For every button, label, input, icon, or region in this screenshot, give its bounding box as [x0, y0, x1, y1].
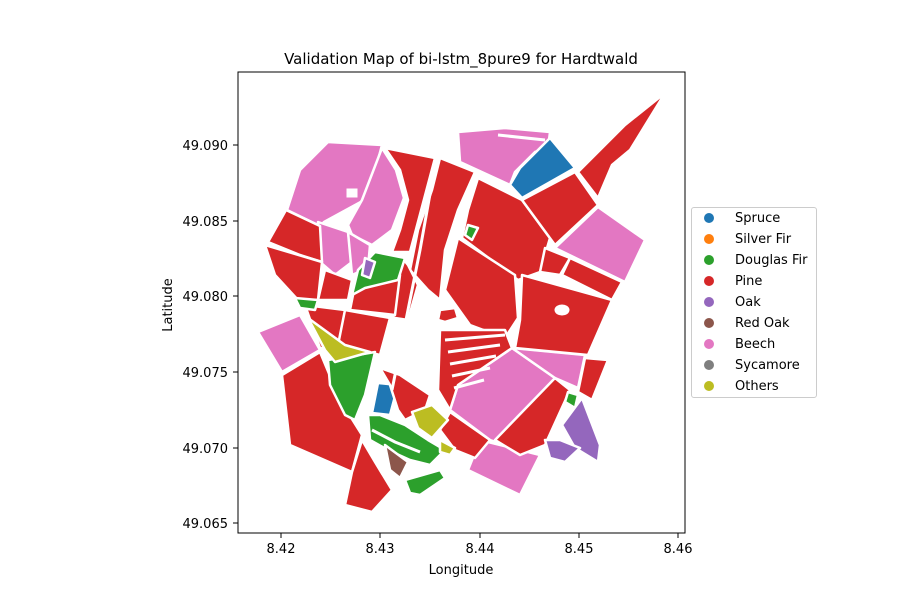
stand-pine — [280, 350, 364, 474]
x-tick-label: 8.45 — [565, 542, 594, 557]
stand-pine — [493, 376, 572, 457]
stand-oak — [543, 438, 582, 464]
stand-pine — [520, 170, 600, 247]
stand-beech — [553, 205, 647, 284]
legend-label: Spruce — [735, 210, 781, 226]
legend-marker-beech — [704, 339, 714, 349]
y-tick-label: 49.070 — [183, 442, 229, 457]
legend-item-oak: Oak — [704, 292, 761, 312]
stand-douglas-fir — [366, 413, 447, 467]
y-tick-label: 49.085 — [183, 215, 229, 230]
legend-item-others: Others — [704, 376, 779, 396]
stand-pine — [408, 156, 477, 302]
stand-red-oak — [383, 443, 410, 480]
stand-pine — [436, 306, 460, 324]
x-tick-label: 8.44 — [466, 542, 495, 557]
forest-stands — [256, 91, 667, 514]
stand-others — [438, 438, 457, 457]
legend-marker-others — [704, 381, 714, 391]
stand-beech — [256, 313, 322, 374]
x-axis-label: Longitude — [429, 563, 494, 578]
stand-douglas-fir — [326, 350, 377, 422]
map-gaps — [346, 133, 570, 454]
stand-pine — [538, 246, 572, 277]
stand-douglas-fir — [293, 296, 320, 312]
legend-label: Others — [735, 378, 779, 394]
legend-item-douglas-fir: Douglas Fir — [704, 250, 807, 270]
x-axis: 8.42 8.43 8.44 8.45 8.46 Longitude — [267, 533, 693, 578]
legend-marker-silver-fir — [704, 234, 714, 244]
y-tick-label: 49.075 — [183, 366, 229, 381]
x-tick-label: 8.42 — [267, 542, 296, 557]
legend-label: Oak — [735, 294, 761, 310]
stand-pine — [576, 91, 667, 200]
legend-item-sycamore: Sycamore — [704, 355, 800, 375]
stand-others — [306, 316, 372, 364]
legend-item-pine: Pine — [704, 271, 762, 291]
stand-pine — [336, 308, 392, 357]
legend-label: Sycamore — [735, 357, 800, 373]
legend-marker-spruce — [704, 213, 714, 223]
legend-label: Pine — [735, 273, 763, 289]
stand-oak — [560, 396, 602, 464]
stand-pine — [316, 268, 354, 302]
stand-pine — [383, 146, 437, 254]
legend-marker-red-oak — [704, 318, 714, 328]
legend-item-beech: Beech — [704, 334, 775, 354]
y-tick-label: 49.065 — [183, 517, 229, 532]
stand-pine — [576, 356, 610, 402]
map-title: Validation Map of bi-lstm_8pure9 for Har… — [284, 50, 638, 69]
legend-label: Beech — [735, 336, 776, 352]
x-tick-label: 8.43 — [366, 542, 395, 557]
legend-item-spruce: Spruce — [704, 208, 780, 228]
stand-spruce — [508, 136, 577, 200]
legend-marker-sycamore — [704, 360, 714, 370]
stand-pine — [343, 438, 394, 514]
stand-beech — [346, 146, 406, 247]
legend-label: Douglas Fir — [735, 252, 808, 268]
legend-item-silver-fir: Silver Fir — [704, 229, 791, 249]
stand-douglas-fir — [463, 223, 480, 242]
legend-item-red-oak: Red Oak — [704, 313, 790, 333]
legend-marker-oak — [704, 297, 714, 307]
y-axis: 49.065 49.070 49.075 49.080 49.085 49.09… — [161, 139, 238, 532]
stand-oak — [360, 256, 377, 280]
map-area — [237, 71, 686, 534]
legend-label: Silver Fir — [735, 231, 792, 247]
y-axis-label: Latitude — [161, 278, 176, 332]
x-tick-label: 8.46 — [664, 542, 693, 557]
legend: Spruce Silver Fir Douglas Fir Pine Oak R… — [691, 207, 817, 398]
legend-label: Red Oak — [735, 315, 790, 331]
legend-marker-pine — [704, 276, 714, 286]
legend-marker-douglas-fir — [704, 255, 714, 265]
stand-others — [410, 403, 450, 440]
stand-douglas-fir — [403, 468, 447, 497]
y-tick-label: 49.080 — [183, 290, 229, 305]
y-tick-label: 49.090 — [183, 139, 229, 154]
